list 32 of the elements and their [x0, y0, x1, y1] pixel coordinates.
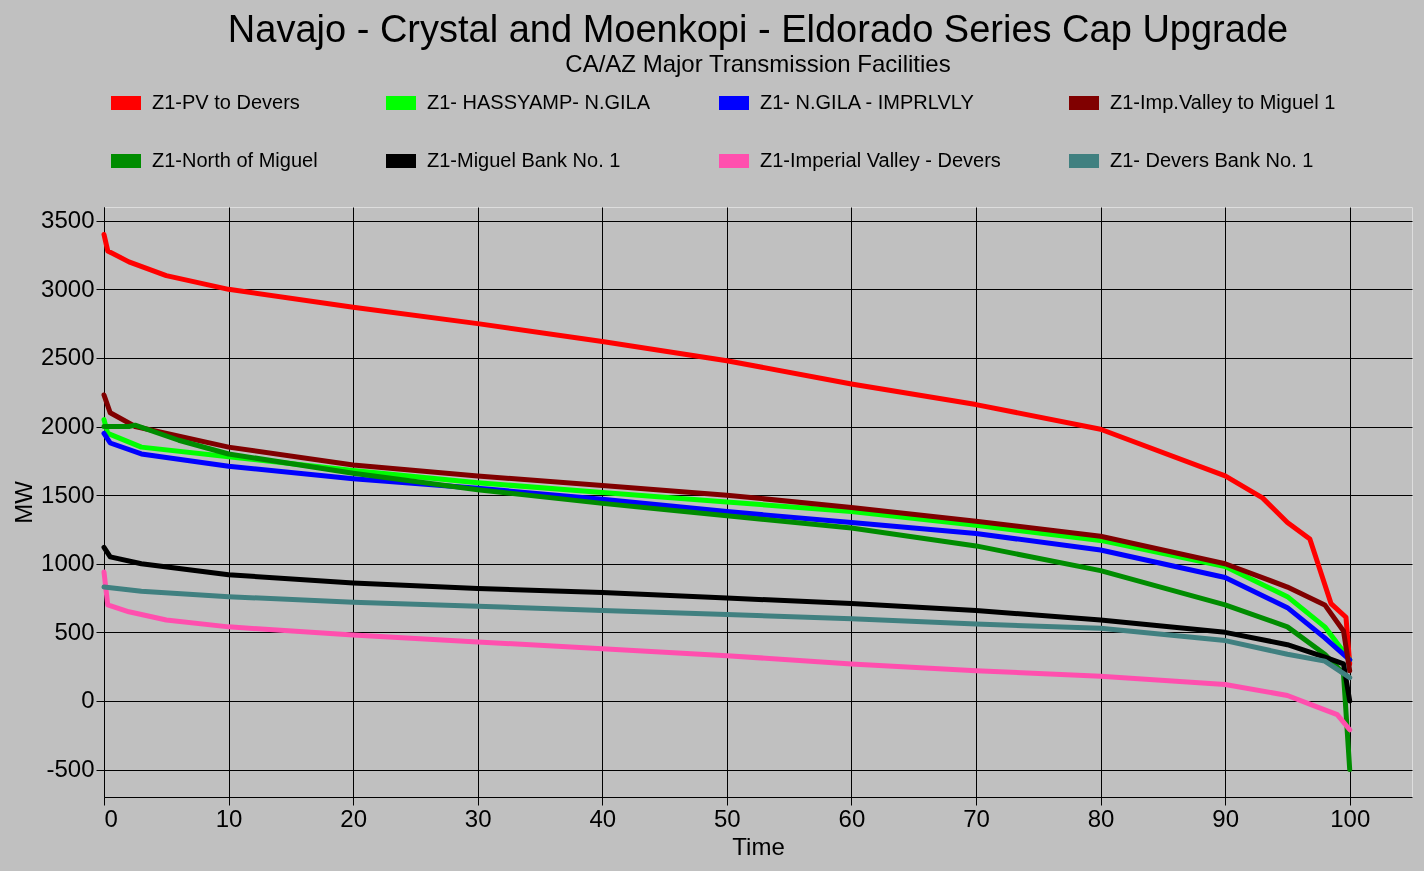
legend-label: Z1-Imperial Valley - Devers: [760, 149, 1001, 171]
x-tick-label: 10: [215, 804, 243, 832]
y-axis-title: MW: [10, 480, 38, 524]
legend-label: Z1- HASSYAMP- N.GILA: [427, 91, 651, 113]
x-tick-label: 30: [464, 804, 492, 832]
chart-title: Navajo - Crystal and Moenkopi - Eldorado Series Cap Upgrade: [227, 8, 1289, 50]
x-tick-label: 40: [589, 804, 617, 832]
legend-label: Z1-Miguel Bank No. 1: [427, 149, 621, 171]
x-tick-label: 80: [1087, 804, 1115, 832]
x-axis-title: Time: [732, 832, 785, 860]
legend-label: Z1- Devers Bank No. 1: [1110, 149, 1314, 171]
x-tick-label: 70: [963, 804, 990, 832]
x-tick-label: 50: [714, 804, 741, 832]
x-tick-label: 100: [1330, 804, 1371, 832]
legend-label: Z1-PV to Devers: [152, 91, 300, 113]
y-tick-label: -500: [46, 755, 95, 783]
y-tick-label: 1500: [41, 480, 95, 508]
y-tick-label: 2000: [41, 412, 95, 440]
y-tick-label: 1000: [41, 549, 95, 577]
y-tick-label: 0: [81, 686, 95, 714]
legend-label: Z1- N.GILA - IMPRLVLY: [760, 91, 974, 113]
x-tick-label: 90: [1212, 804, 1239, 832]
y-tick-label: 3500: [41, 206, 95, 234]
y-tick-label: 500: [54, 617, 95, 645]
x-tick-label: 0: [104, 804, 118, 832]
legend-label: Z1-North of Miguel: [152, 149, 318, 171]
y-tick-label: 2500: [41, 343, 95, 371]
y-tick-label: 3000: [41, 274, 95, 302]
x-tick-label: 20: [340, 804, 367, 832]
legend-label: Z1-Imp.Valley to Miguel 1: [1110, 91, 1336, 113]
chart-subtitle: CA/AZ Major Transmission Facilities: [565, 50, 951, 77]
x-tick-label: 60: [838, 804, 866, 832]
